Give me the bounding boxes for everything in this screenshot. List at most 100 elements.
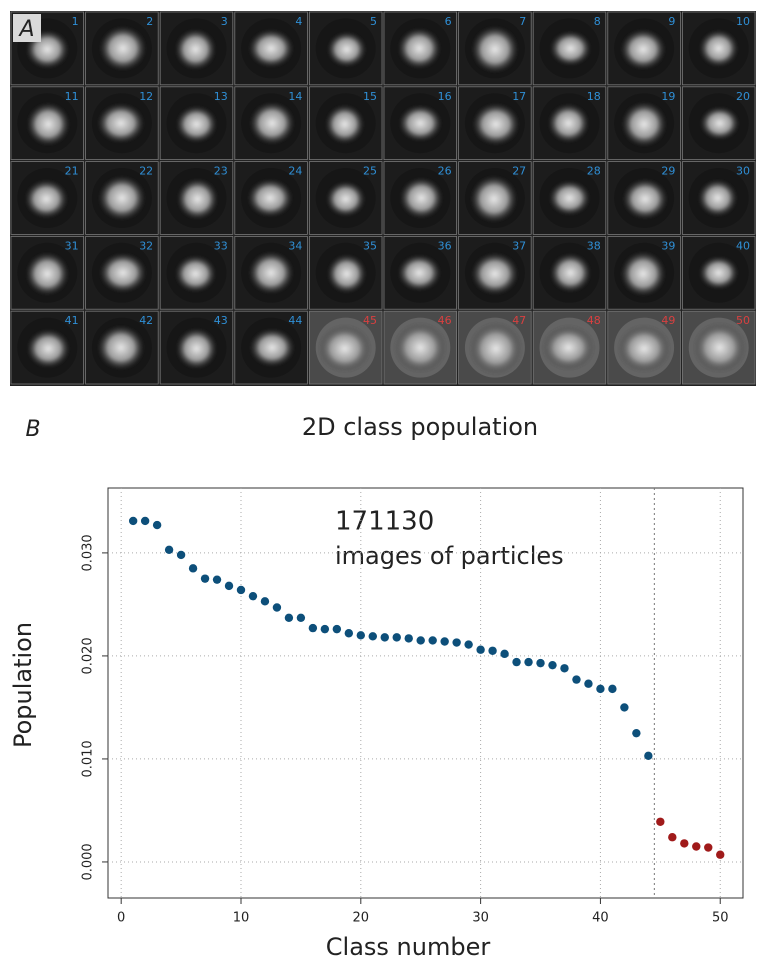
class-average [96,102,145,144]
class-number: 1 [72,15,79,28]
class-number: 37 [512,239,526,252]
x-tick-label: 0 [117,911,125,926]
panel-a-badge [13,14,41,42]
class-number: 8 [594,15,601,28]
class-number: 32 [139,239,153,252]
class-average [318,325,371,372]
class-average [249,101,296,146]
class-average [397,254,442,292]
data-point [188,564,198,573]
y-tick-label: 0.020 [81,637,96,674]
class-number: 5 [370,15,377,28]
class-number: 12 [139,90,153,103]
data-point [368,632,377,641]
class-number: 7 [519,15,526,28]
data-point [704,843,713,852]
data-point [380,633,389,642]
class-average [621,101,668,148]
y-tick-label: 0.030 [81,534,96,571]
class-number: 18 [587,90,601,103]
data-point [284,613,294,622]
panel-label: B [25,417,40,442]
class-average [174,254,217,293]
x-tick-label: 50 [712,911,729,926]
data-point [632,728,641,738]
data-point [428,636,437,645]
class-average [248,28,295,68]
class-average [548,180,591,216]
class-number: 42 [139,314,153,327]
class-average [26,102,71,147]
class-average [547,103,590,144]
class-number: 16 [438,90,452,103]
annotation: 171130 [335,507,434,537]
x-tick-label: 20 [353,911,370,926]
data-point [164,545,174,555]
class-number: 15 [363,90,377,103]
data-point [644,751,653,761]
data-point [272,603,282,612]
class-average [699,106,740,141]
data-point [536,658,545,668]
class-average [698,29,739,68]
class-average [26,328,71,369]
class-number: 19 [661,90,675,103]
class-average [174,28,217,71]
data-point [596,684,605,694]
class-average [176,178,219,220]
annotation: images of particles [335,542,564,570]
data-point [584,679,593,688]
data-point [608,684,617,694]
class-number: 31 [65,239,79,252]
class-average [325,181,366,217]
class-number: 11 [65,90,79,103]
class-average [326,253,367,294]
class-number: 40 [736,239,750,252]
data-point [200,574,210,583]
data-point [224,581,234,591]
class-number: 20 [736,90,750,103]
data-point [356,631,366,640]
class-average [399,177,444,219]
class-average [549,252,592,293]
class-average [24,179,69,219]
data-point [620,703,629,712]
class-number: 35 [363,239,377,252]
class-average [698,255,739,290]
data-point [296,613,306,622]
class-number: 33 [214,239,228,252]
class-average [249,328,296,368]
class-average [394,322,447,373]
data-point [512,657,521,667]
class-average [324,104,365,145]
class-average [697,179,738,217]
data-point [248,591,258,601]
class-average [326,31,367,68]
class-number: 23 [214,165,228,178]
class-average [98,25,147,72]
x-axis-label: Class number [326,933,491,961]
data-point [452,638,461,647]
data-point [236,585,246,595]
class-number: 10 [736,15,750,28]
data-point [656,817,665,826]
class-average [97,175,146,221]
class-average [25,251,70,296]
class-number: 9 [668,15,675,28]
data-point [128,516,138,526]
data-point [332,624,342,634]
class-number: 6 [445,15,452,28]
class-average [470,25,519,74]
class-average [622,178,669,220]
y-tick-label: 0.000 [81,843,96,880]
data-point [560,664,569,673]
class-average [98,252,147,294]
class-average [693,322,746,373]
data-point [524,657,533,667]
class-number: 28 [587,165,601,178]
class-average [620,28,667,71]
class-number: 38 [587,239,601,252]
data-point [152,520,162,530]
